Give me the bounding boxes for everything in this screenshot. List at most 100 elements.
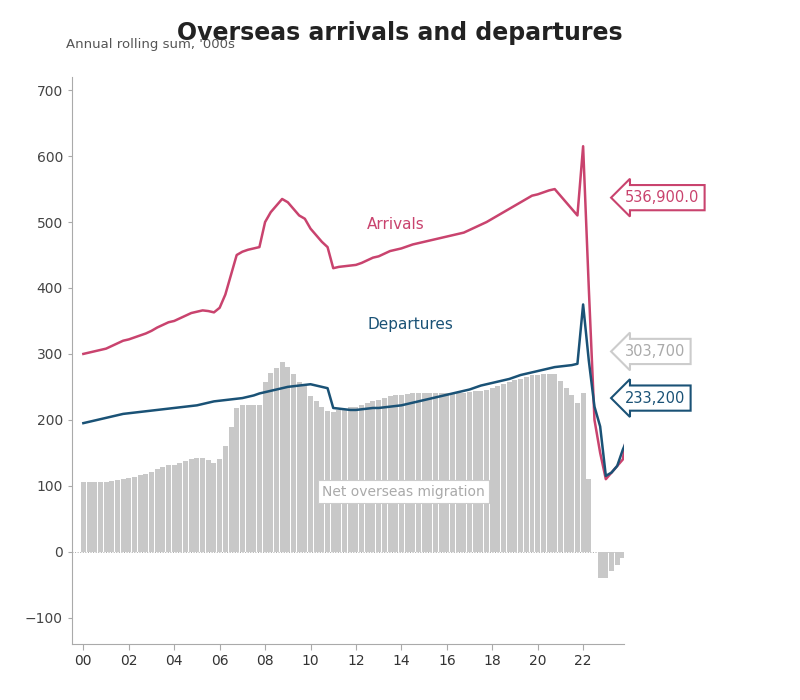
- Bar: [535, 375, 540, 552]
- Bar: [178, 463, 182, 552]
- Text: Annual rolling sum, '000s: Annual rolling sum, '000s: [66, 38, 235, 52]
- Bar: [422, 393, 426, 552]
- Bar: [370, 401, 375, 552]
- Bar: [229, 427, 234, 552]
- Bar: [450, 393, 455, 552]
- Bar: [586, 480, 591, 552]
- Bar: [359, 405, 364, 552]
- Bar: [614, 552, 620, 565]
- Bar: [410, 393, 415, 552]
- Bar: [280, 363, 285, 552]
- Bar: [530, 375, 534, 552]
- Bar: [405, 394, 410, 552]
- Bar: [438, 393, 444, 552]
- Bar: [490, 388, 494, 552]
- Bar: [598, 552, 602, 578]
- Bar: [160, 468, 166, 552]
- Bar: [342, 409, 347, 552]
- Bar: [354, 407, 358, 552]
- Bar: [541, 374, 546, 552]
- Bar: [189, 458, 194, 552]
- Bar: [513, 380, 518, 552]
- Bar: [194, 458, 199, 552]
- Bar: [399, 395, 404, 552]
- Bar: [154, 469, 160, 552]
- Bar: [121, 479, 126, 552]
- Text: Arrivals: Arrivals: [367, 216, 425, 232]
- Bar: [462, 393, 466, 552]
- Bar: [286, 367, 290, 552]
- Bar: [495, 386, 501, 552]
- Bar: [110, 481, 114, 552]
- Bar: [211, 463, 217, 552]
- Bar: [394, 395, 398, 552]
- Bar: [524, 377, 529, 552]
- Bar: [433, 393, 438, 552]
- Bar: [337, 410, 342, 552]
- Bar: [552, 374, 558, 552]
- Bar: [234, 408, 239, 552]
- Bar: [251, 405, 256, 552]
- Bar: [570, 395, 574, 552]
- Bar: [427, 393, 432, 552]
- Bar: [223, 446, 228, 552]
- Bar: [257, 405, 262, 552]
- Text: Net overseas migration: Net overseas migration: [322, 484, 485, 498]
- Bar: [558, 381, 563, 552]
- Bar: [478, 391, 483, 552]
- Bar: [382, 398, 387, 552]
- Bar: [143, 474, 148, 552]
- Bar: [376, 400, 381, 552]
- Bar: [149, 472, 154, 552]
- Bar: [473, 391, 478, 552]
- Bar: [132, 477, 137, 552]
- Bar: [126, 478, 131, 552]
- Bar: [166, 466, 171, 552]
- Bar: [575, 403, 580, 552]
- Bar: [200, 458, 205, 552]
- Bar: [581, 393, 586, 552]
- Bar: [416, 393, 421, 552]
- Bar: [183, 461, 188, 552]
- Bar: [262, 382, 267, 552]
- Bar: [319, 407, 324, 552]
- Bar: [444, 393, 450, 552]
- Bar: [563, 389, 569, 552]
- Bar: [609, 552, 614, 571]
- Bar: [92, 482, 98, 552]
- Text: 536,900.0: 536,900.0: [625, 190, 699, 205]
- Bar: [506, 382, 512, 552]
- Bar: [246, 405, 250, 552]
- Bar: [638, 538, 642, 552]
- Bar: [268, 373, 274, 552]
- Bar: [314, 401, 318, 552]
- Bar: [291, 374, 296, 552]
- Bar: [632, 542, 637, 552]
- Bar: [501, 384, 506, 552]
- Bar: [484, 389, 489, 552]
- Bar: [138, 475, 142, 552]
- Bar: [643, 545, 648, 552]
- Text: 303,700: 303,700: [625, 344, 686, 359]
- Bar: [308, 396, 313, 552]
- Bar: [81, 482, 86, 552]
- Text: 233,200: 233,200: [625, 391, 686, 405]
- Bar: [115, 480, 120, 552]
- Text: Departures: Departures: [367, 317, 453, 332]
- Bar: [456, 393, 461, 552]
- Bar: [98, 482, 103, 552]
- Bar: [518, 379, 523, 552]
- Bar: [325, 411, 330, 552]
- Bar: [603, 552, 608, 578]
- Bar: [626, 548, 631, 552]
- Bar: [217, 458, 222, 552]
- Text: Overseas arrivals and departures: Overseas arrivals and departures: [177, 21, 623, 45]
- Bar: [302, 386, 307, 552]
- Bar: [330, 412, 336, 552]
- Bar: [86, 482, 91, 552]
- Bar: [546, 374, 551, 552]
- Bar: [172, 465, 177, 552]
- Bar: [297, 382, 302, 552]
- Bar: [274, 368, 279, 552]
- Bar: [240, 405, 245, 552]
